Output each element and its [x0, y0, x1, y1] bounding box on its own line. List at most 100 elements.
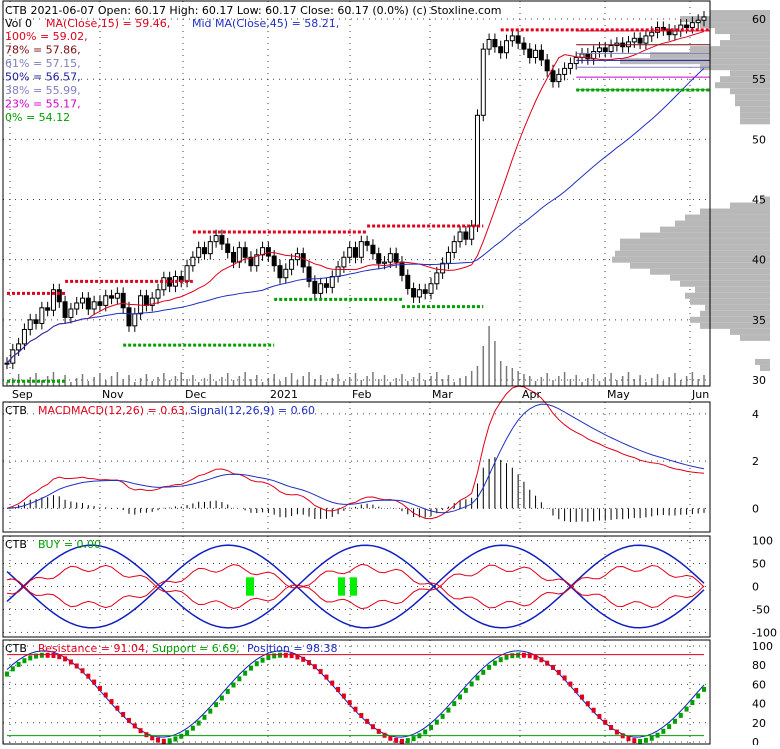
- position-step-mark: [283, 652, 288, 658]
- y-tick-label: 50: [752, 558, 766, 571]
- candle-body: [376, 253, 382, 264]
- candle-body: [271, 255, 277, 267]
- candle-body: [16, 343, 22, 351]
- position-step-mark: [481, 669, 486, 675]
- position-step-mark: [312, 664, 317, 670]
- candle-body: [445, 251, 451, 264]
- x-tick-label: Dec: [185, 388, 206, 401]
- candle-body: [591, 51, 597, 60]
- y-tick-label: 40: [752, 254, 766, 267]
- signal-label: Signal(12,26,9) = 0.60: [190, 404, 315, 417]
- position-step-mark: [452, 701, 457, 707]
- y-tick-label: 35: [752, 314, 766, 327]
- position-step-mark: [336, 686, 341, 692]
- candle-body: [91, 301, 97, 310]
- fib-label: 61% = 57.15,: [5, 57, 81, 70]
- position-step-mark: [545, 660, 550, 666]
- candle-body: [631, 37, 637, 43]
- candle-body: [114, 292, 120, 299]
- position-step-mark: [132, 723, 137, 729]
- buy-lower-band: [6, 544, 705, 629]
- position-step-mark: [492, 660, 497, 666]
- volume-profile-bar: [740, 106, 770, 113]
- candle-body: [126, 307, 132, 327]
- y-tick-label: 60: [752, 13, 766, 26]
- position-step-mark: [376, 728, 381, 734]
- candle-body: [649, 31, 655, 37]
- candle-body: [515, 35, 521, 44]
- position-step-mark: [347, 700, 352, 706]
- candle-body: [347, 247, 353, 258]
- position-step-mark: [550, 664, 555, 670]
- position-step-mark: [562, 675, 567, 681]
- position-step-mark: [580, 694, 585, 700]
- position-step-mark: [469, 681, 474, 687]
- candle-body: [451, 241, 457, 253]
- position-step-mark: [399, 738, 404, 744]
- macd-line: [6, 385, 705, 520]
- candle-body: [74, 302, 80, 310]
- position-step-mark: [202, 714, 207, 720]
- position-step-mark: [109, 699, 114, 705]
- position-step-mark: [539, 657, 544, 663]
- position-step-mark: [568, 681, 573, 687]
- position-step-mark: [359, 712, 364, 718]
- candle-body: [143, 295, 149, 306]
- position-step-mark: [5, 671, 9, 677]
- candle-body: [498, 46, 504, 54]
- position-step-mark: [243, 670, 248, 676]
- candle-body: [567, 63, 573, 69]
- fib-label: 23% = 55.17,: [5, 98, 81, 111]
- volume-profile-bar: [690, 46, 770, 53]
- position-step-mark: [185, 730, 190, 736]
- candle-body: [370, 244, 376, 255]
- volume-profile-bar: [735, 94, 770, 101]
- volume-profile-bar: [715, 82, 770, 89]
- header-title: CTB 2021-06-07 Open: 60.17 High: 60.17 L…: [5, 4, 502, 17]
- position-step-mark: [661, 728, 666, 734]
- volume-profile-bar: [685, 214, 770, 221]
- position-step-mark: [22, 658, 27, 664]
- volume-profile-bar: [700, 310, 770, 317]
- position-step-mark: [678, 712, 683, 718]
- position-step-mark: [643, 737, 648, 743]
- position-step-mark: [365, 718, 370, 724]
- ma45-label: Mid MA(Close,45) = 58.21,: [192, 17, 339, 30]
- candle-body: [358, 241, 364, 258]
- candle-body: [585, 53, 591, 60]
- candle-body: [562, 67, 568, 75]
- position-step-mark: [307, 660, 312, 666]
- x-tick-label: Apr: [522, 388, 542, 401]
- candle-body: [353, 247, 358, 258]
- position-step-mark: [521, 652, 526, 658]
- position-step-mark: [434, 719, 439, 725]
- position-step-mark: [289, 653, 294, 659]
- y-tick-label: 20: [752, 717, 766, 730]
- position-step-mark: [231, 682, 236, 688]
- candle-body: [544, 59, 550, 72]
- candle-body: [463, 231, 469, 240]
- candle-body: [39, 307, 45, 324]
- position-step-mark: [16, 661, 21, 667]
- candle-body: [608, 45, 614, 53]
- candle-body: [469, 225, 475, 240]
- candle-body: [602, 47, 608, 53]
- candle-body: [474, 114, 480, 227]
- y-tick-label: 4: [752, 408, 759, 421]
- candle-body: [149, 297, 155, 306]
- candle-body: [103, 295, 109, 306]
- y-tick-label: 30: [752, 374, 766, 387]
- volume-profile-bar: [760, 196, 770, 203]
- buy-signal-marker: [246, 577, 254, 596]
- position-step-mark: [696, 693, 701, 699]
- volume-profile-bar: [700, 322, 770, 329]
- position-step-mark: [167, 738, 172, 744]
- candle-body: [207, 241, 213, 255]
- volume-profile-bar: [730, 70, 770, 77]
- candle-body: [666, 29, 672, 36]
- ma45-line: [6, 67, 705, 364]
- position-step-mark: [214, 702, 219, 708]
- volume-profile-bar: [730, 328, 770, 335]
- volume-profile-bar: [695, 286, 770, 293]
- candle-body: [480, 48, 486, 116]
